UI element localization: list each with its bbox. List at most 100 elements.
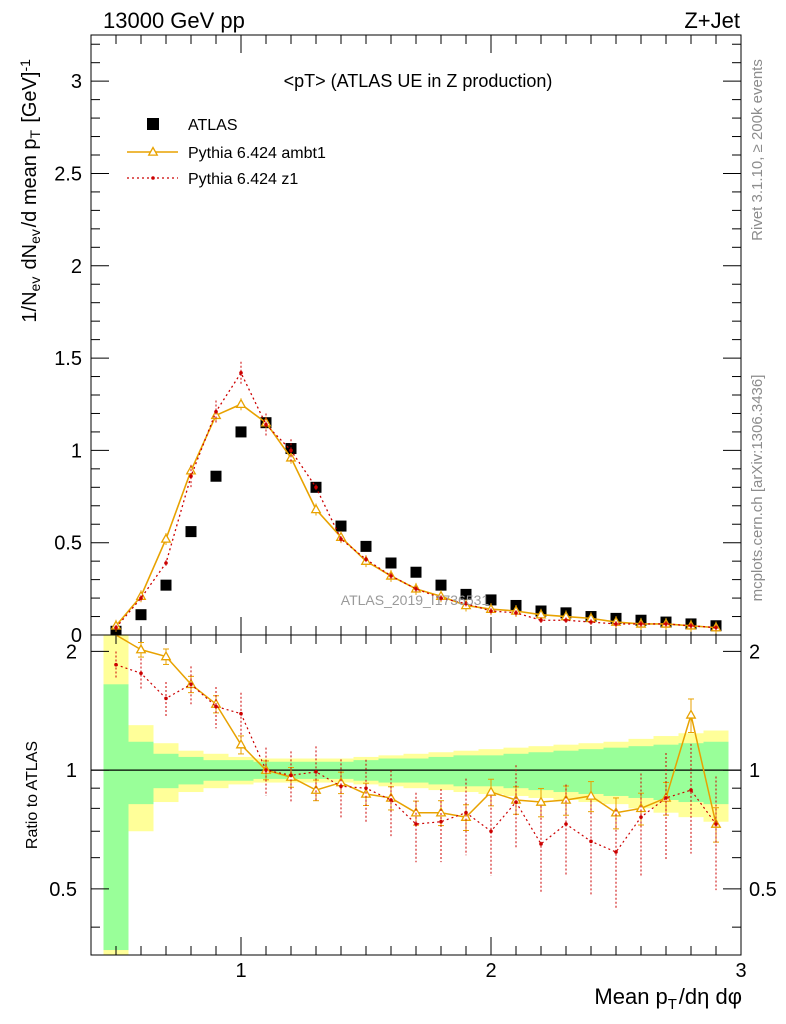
uncertainty-band-stat [528,752,554,791]
ratio-point [364,786,368,790]
ratio-point [539,842,543,846]
ratio-point [639,815,643,819]
ratio-point [235,738,247,749]
mc-point [314,485,318,490]
uncertainty-band-stat [103,684,129,951]
ratio-point [610,806,622,817]
main-y-tick-labels: 0 0.5 1 1.5 2 2.5 3 [54,71,82,647]
ratio-point [414,822,418,826]
mc-point [264,422,268,427]
plot-title: <pT> (ATLAS UE in Z production) [284,71,553,91]
ratio-point [339,784,343,789]
atlas-data-point [485,594,497,606]
legend-item: ATLAS [147,117,238,134]
ratio-point [310,784,322,794]
mc-point [235,398,247,409]
ratio-x-tick-label: 1 [235,960,246,982]
ratio-point [560,794,572,804]
ratio-panel: 0.5 0.5 1 1 2 2 1 2 3 Ratio to ATLAS Mean pT /d… [24,634,777,1013]
uncertainty-band-stat [128,741,154,805]
ratio-y-tick-label: 2 [66,641,77,663]
atlas-data-point [335,520,347,532]
main-y-tick-label: 1 [71,440,82,462]
mc-point [389,574,393,578]
ratio-point [714,822,718,826]
ratio-point [410,806,422,817]
ratio-point [435,806,447,817]
ratio-y-tick-label-right: 0.5 [749,879,777,901]
ratio-point [160,650,172,661]
mc-point [289,448,293,453]
legend-marker [147,118,159,130]
side-label-rivet: Rivet 3.1.10, ≥ 200k events [749,59,766,241]
mc-point [139,596,143,600]
mc-point [439,596,443,600]
ratio-point [214,704,218,709]
ratio-point [585,790,597,800]
atlas-data-point [210,470,222,482]
mc-point [664,622,668,626]
mc-point [539,618,543,623]
ratio-x-tick-label: 3 [735,960,746,982]
ratio-series-pythia-6-424-z1 [114,651,718,909]
ratio-point [589,839,593,844]
ratio-y-axis-label: Ratio to ATLAS [24,741,41,849]
ratio-x-tick-label: 2 [485,960,496,982]
main-y-tick-label: 3 [71,71,82,93]
mc-point [189,474,193,479]
ratio-point [164,696,168,701]
main-y-tick-label: 1.5 [54,348,82,370]
ratio-point [439,819,443,824]
main-y-tick-label: 2.5 [54,163,82,185]
series-pythia-6-424-z1 [114,361,718,631]
mc-point [310,503,322,514]
ratio-point [135,643,147,654]
mc-point [339,537,343,541]
side-label-mcplots: mcplots.cern.ch [arXiv:1306.3436] [749,375,766,602]
legend-label: Pythia 6.424 z1 [188,171,298,188]
mc-point [689,623,693,628]
main-y-tick-label: 2 [71,256,82,278]
ratio-point [664,796,668,800]
ratio-series [113,634,722,909]
ratio-y-tick-labels: 0.5 0.5 1 1 2 2 [49,641,777,901]
atlas-data-point [360,540,372,552]
ratio-point [485,786,497,796]
atlas-data-point [460,588,472,600]
header-left: 13000 GeV pp [103,8,245,33]
legend-marker [151,176,155,180]
ratio-point [264,768,268,772]
ratio-point [464,810,468,815]
uncertainty-band-stat [153,753,179,789]
legend-marker [147,146,159,156]
atlas-data-point [185,526,197,538]
main-y-axis-label: 1/Nev dNev /d mean pT [GeV]-1 [17,57,43,322]
atlas-data-point [235,426,247,438]
mc-point [614,622,618,626]
ratio-point [689,788,693,792]
ratio-point [614,850,618,854]
atlas-data-point [410,566,422,578]
mc-point [714,625,718,630]
legend-item: Pythia 6.424 z1 [127,171,298,188]
ratio-point [489,829,493,834]
main-y-tick-label: 0 [71,625,82,647]
ratio-point [685,709,697,719]
legend-label: ATLAS [188,117,238,134]
atlas-data-point [435,579,447,591]
atlas-data-point [160,579,172,591]
atlas-data-point [385,557,397,569]
ratio-point [314,770,318,774]
mc-point [589,620,593,624]
ratio-y-tick-label: 0.5 [49,879,77,901]
main-y-tick-label: 0.5 [54,533,82,555]
mc-point [364,557,368,562]
legend-item: Pythia 6.424 ambt1 [127,145,326,162]
ratio-y-tick-label-right: 1 [749,760,760,782]
ratio-point [535,796,547,806]
ratio-point [114,662,118,667]
mc-point [489,609,493,613]
ratio-y-tick-label: 1 [66,760,77,782]
ratio-frame [90,634,742,956]
